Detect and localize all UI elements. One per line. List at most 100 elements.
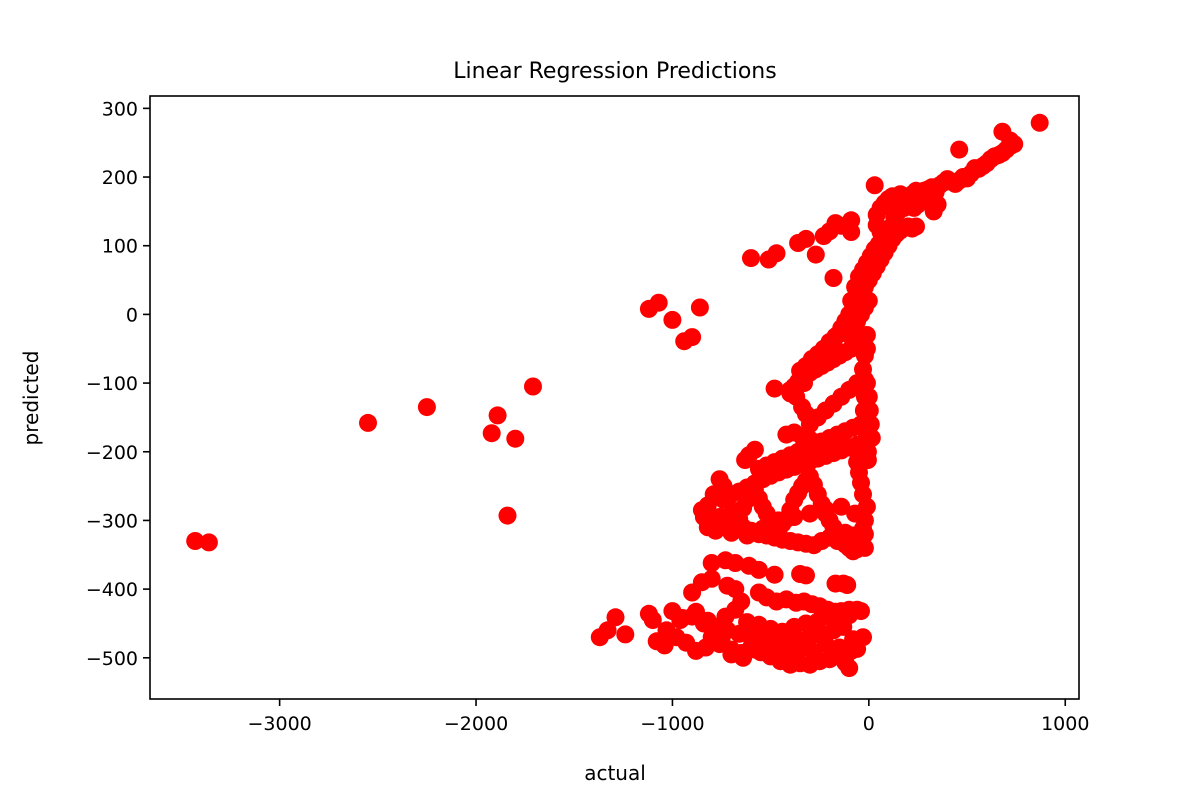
y-tick-label: −200 <box>86 442 138 464</box>
x-tick-label: 1000 <box>1041 713 1089 735</box>
data-point <box>816 635 835 654</box>
data-point <box>683 328 702 347</box>
y-tick-label: −500 <box>86 648 138 670</box>
data-point <box>806 245 825 264</box>
data-point <box>702 569 721 588</box>
y-tick-label: −400 <box>86 579 138 601</box>
data-point <box>816 500 835 519</box>
data-point <box>696 614 715 633</box>
data-point <box>598 621 617 640</box>
data-point <box>859 291 878 310</box>
y-tick-label: 100 <box>102 236 138 258</box>
data-point <box>506 429 525 448</box>
y-tick-label: −100 <box>86 373 138 395</box>
data-point <box>753 519 772 538</box>
data-point <box>918 192 937 211</box>
data-point <box>710 635 729 654</box>
data-point <box>857 374 876 393</box>
data-point <box>732 592 751 611</box>
y-tick-label: 300 <box>102 98 138 120</box>
data-point <box>616 625 635 644</box>
data-point <box>800 504 819 523</box>
y-tick-label: 0 <box>126 304 138 326</box>
data-point <box>769 511 788 530</box>
data-point <box>797 566 815 585</box>
data-point <box>690 298 709 317</box>
data-point <box>800 415 819 434</box>
data-point <box>854 360 872 379</box>
data-point <box>865 176 884 195</box>
y-axis-label: predicted <box>19 351 43 446</box>
data-point <box>706 521 725 540</box>
data-point <box>860 401 879 420</box>
x-tick-label: −2000 <box>444 713 508 735</box>
data-point <box>657 621 676 640</box>
data-point <box>842 223 861 241</box>
x-axis-label: actual <box>584 761 646 785</box>
data-point <box>848 600 867 619</box>
data-point <box>673 609 692 627</box>
data-point <box>649 293 668 312</box>
data-point <box>749 560 768 579</box>
data-point <box>417 398 436 417</box>
data-point <box>742 249 760 268</box>
data-point <box>606 608 625 627</box>
data-point <box>832 497 851 516</box>
data-point <box>840 659 859 678</box>
data-point <box>854 628 872 647</box>
x-tick-label: 0 <box>863 713 875 735</box>
data-point <box>738 526 757 545</box>
data-point <box>797 229 815 248</box>
y-axis: −500 −400 −300 −200 −100 0 100 200 300 <box>86 98 150 670</box>
data-point <box>842 291 861 310</box>
data-point <box>800 430 819 449</box>
data-point <box>745 640 764 659</box>
data-point <box>785 508 804 526</box>
data-point <box>846 504 865 523</box>
data-point <box>757 628 776 647</box>
data-point <box>857 326 876 344</box>
data-point <box>855 346 874 365</box>
x-tick-label: −1000 <box>640 713 704 735</box>
data-point <box>816 346 835 365</box>
y-tick-label: 200 <box>102 167 138 189</box>
data-point <box>722 523 741 542</box>
chart-title: Linear Regression Predictions <box>453 59 776 84</box>
data-point <box>838 576 857 594</box>
data-point <box>907 217 925 236</box>
data-point <box>855 525 874 544</box>
x-tick-label: −3000 <box>247 713 311 735</box>
y-tick-label: −300 <box>86 510 138 532</box>
data-point <box>1001 131 1020 150</box>
data-point <box>858 451 877 469</box>
data-point <box>186 532 205 550</box>
data-points <box>186 113 1049 678</box>
data-point <box>950 140 969 159</box>
data-point <box>855 538 874 557</box>
data-point <box>359 413 377 432</box>
data-point <box>498 506 517 525</box>
plot-frame <box>149 95 1080 700</box>
data-point <box>862 429 881 447</box>
data-point <box>765 565 784 584</box>
data-point <box>702 554 721 572</box>
data-point <box>824 269 843 287</box>
data-point <box>726 554 745 572</box>
data-point <box>482 424 501 443</box>
data-point <box>663 310 682 329</box>
data-point <box>767 244 786 263</box>
data-point <box>1030 113 1049 132</box>
data-point <box>838 644 857 663</box>
data-point <box>643 611 662 629</box>
data-point <box>524 377 542 396</box>
data-point <box>859 387 878 406</box>
data-point <box>765 379 784 398</box>
x-axis: −3000 −2000 −1000 0 1000 <box>247 699 1089 735</box>
data-point <box>199 533 218 552</box>
data-point <box>745 440 764 459</box>
data-point <box>861 415 880 434</box>
data-point <box>488 406 507 425</box>
